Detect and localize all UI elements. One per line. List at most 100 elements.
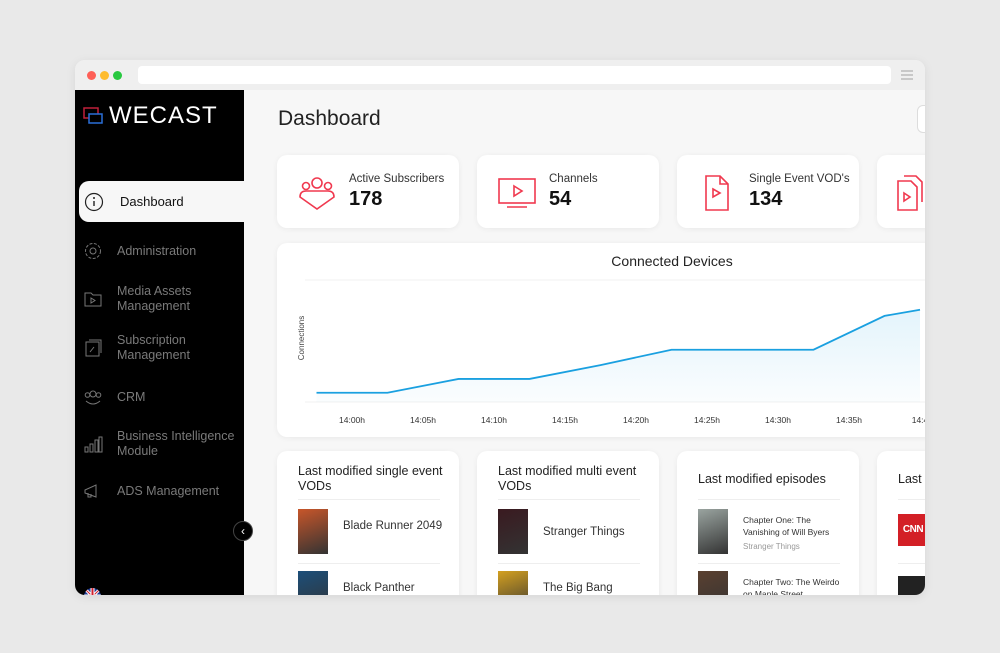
x-tick-label: 14:25h — [694, 415, 720, 425]
divider — [898, 499, 925, 500]
recent-list-card: Last modified multi event VODs Stranger T… — [477, 451, 659, 595]
stat-label: Active Subscribers — [349, 173, 445, 185]
list-item[interactable]: The Big Bang — [543, 581, 648, 595]
list-title: Last modified episodes — [698, 472, 826, 486]
stat-value: 178 — [349, 188, 383, 210]
stat-value: 54 — [549, 188, 572, 210]
sidebar-item-label: Administration — [117, 243, 197, 258]
gear-icon — [85, 243, 101, 259]
divider — [298, 563, 440, 564]
divider — [498, 499, 640, 500]
list-title: Last modified multi event VODs — [498, 464, 637, 493]
item-title: The Big Bang — [543, 582, 613, 594]
logo: WECAST — [83, 102, 218, 130]
folder-play-icon — [84, 292, 102, 307]
dashboard-gauge-icon — [84, 192, 104, 211]
list-title: Last modified single event VODs — [298, 464, 443, 493]
stat-card-single-event-vods: Single Event VOD's 134 — [677, 155, 859, 228]
wecast-logo-icon — [83, 107, 103, 124]
item-series: Stranger Things — [743, 542, 800, 551]
item-title: Chapter Two: The Weirdo on Maple Street — [743, 577, 840, 595]
sidebar-item-subscription[interactable]: Subscription Management — [83, 333, 233, 363]
chevron-left-icon[interactable]: ‹ — [233, 521, 253, 541]
list-item[interactable]: Black Panther — [343, 581, 448, 595]
bar-chart-icon — [84, 436, 103, 453]
chart-title: Connected Devices — [611, 253, 732, 269]
stat-card-active-subscribers: Active Subscribers 178 — [277, 155, 459, 228]
subscription-edit-icon — [85, 339, 102, 357]
thumbnail-image[interactable] — [298, 509, 328, 554]
item-title: Blade Runner 2049 — [343, 520, 443, 532]
sidebar-item-ads[interactable]: ADS Management — [83, 481, 219, 501]
series-line — [316, 308, 921, 394]
x-tick-label: 14:15h — [552, 415, 578, 425]
x-tick-label: 14:00h — [339, 415, 365, 425]
recent-list-card: Last CNN — [877, 451, 925, 595]
tv-play-icon — [498, 178, 536, 208]
users-group-icon — [84, 390, 102, 405]
maximize-window-button[interactable] — [113, 71, 122, 80]
thumbnail-image[interactable] — [698, 509, 728, 554]
sidebar-item-label: Media Assets Management — [117, 284, 192, 313]
uk-flag-icon[interactable] — [84, 588, 101, 595]
close-window-button[interactable] — [87, 71, 96, 80]
channel-logo[interactable]: CNN — [898, 514, 925, 546]
recent-list-card: Last modified single event VODs Blade Run… — [277, 451, 459, 595]
y-axis-label: Connections — [297, 316, 306, 360]
x-tick-label: 14:4 — [912, 415, 925, 425]
browser-window: WECAST Dashboard Administration Media As… — [75, 60, 925, 595]
sidebar-item-label: ADS Management — [117, 483, 220, 498]
item-title: Chapter One: The Vanishing of Will Byers — [743, 515, 830, 537]
sidebar-item-media-assets[interactable]: Media Assets Management — [83, 284, 233, 314]
stat-card-channels: Channels 54 — [477, 155, 659, 228]
header-action-button[interactable] — [917, 105, 925, 133]
stat-label: Channels — [549, 173, 598, 185]
sidebar: WECAST Dashboard Administration Media As… — [75, 90, 279, 595]
main-content: Dashboard Active Subscribers 178 Channel… — [244, 90, 925, 595]
minimize-window-button[interactable] — [100, 71, 109, 80]
sidebar-item-crm[interactable]: CRM — [83, 387, 145, 407]
megaphone-icon — [84, 484, 97, 498]
list-item[interactable]: Blade Runner 2049 — [343, 519, 448, 533]
sidebar-item-label: Business Intelligence Module — [117, 429, 235, 458]
divider — [898, 563, 925, 564]
thumbnail-image[interactable] — [698, 571, 728, 595]
list-title: Last — [898, 472, 922, 486]
address-bar[interactable] — [138, 66, 891, 84]
brand-name: WECAST — [109, 102, 218, 129]
page-title: Dashboard — [278, 107, 381, 130]
channel-name: CNN — [902, 524, 924, 535]
x-tick-label: 14:20h — [623, 415, 649, 425]
browser-titlebar — [75, 60, 925, 90]
divider — [698, 499, 840, 500]
hamburger-menu-icon[interactable] — [901, 70, 913, 82]
sidebar-item-administration[interactable]: Administration — [83, 241, 196, 261]
x-tick-label: 14:10h — [481, 415, 507, 425]
item-title: Black Panther — [343, 582, 415, 594]
subscribers-icon — [299, 177, 335, 210]
thumbnail-image[interactable] — [298, 571, 328, 595]
sidebar-item-dashboard[interactable]: Dashboard — [79, 181, 279, 222]
x-tick-label: 14:05h — [410, 415, 436, 425]
divider — [498, 563, 640, 564]
sidebar-item-label: Dashboard — [120, 194, 184, 209]
stat-card-multi-event-vods — [877, 155, 925, 228]
channel-logo[interactable] — [898, 576, 925, 595]
sidebar-item-business-intelligence[interactable]: Business Intelligence Module — [83, 429, 243, 459]
item-title: Stranger Things — [543, 526, 625, 538]
recent-list-card: Last modified episodes Chapter One: The V… — [677, 451, 859, 595]
stat-label: Single Event VOD's — [749, 173, 850, 185]
x-tick-label: 14:30h — [765, 415, 791, 425]
list-item[interactable]: Chapter One: The Vanishing of Will Byers… — [743, 514, 848, 553]
list-item[interactable]: Chapter Two: The Weirdo on Maple Street — [743, 576, 848, 595]
multi-file-play-icon — [897, 175, 923, 211]
sidebar-item-label: Subscription Management — [117, 333, 190, 362]
connected-devices-chart: Connected Devices Connections 14:00h 14:0… — [277, 243, 925, 437]
file-play-icon — [705, 175, 729, 211]
thumbnail-image[interactable] — [498, 571, 528, 595]
list-item[interactable]: Stranger Things — [543, 525, 648, 539]
stat-value: 134 — [749, 188, 783, 210]
chart-svg: Connected Devices Connections 14:00h 14:0… — [297, 253, 925, 425]
x-tick-label: 14:35h — [836, 415, 862, 425]
thumbnail-image[interactable] — [498, 509, 528, 554]
